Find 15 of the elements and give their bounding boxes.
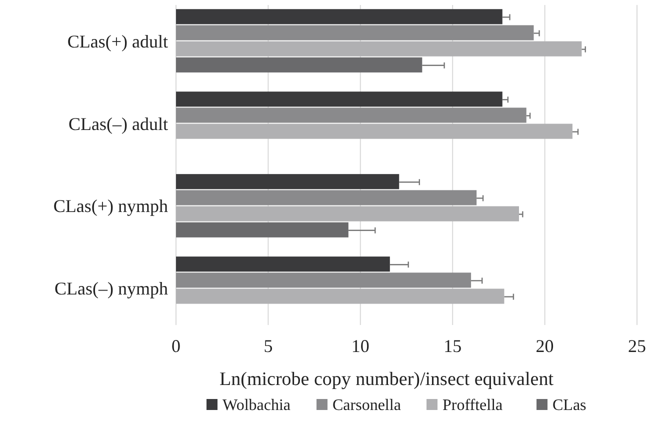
- y-tick-label: CLas(–) nymph: [54, 278, 168, 299]
- y-tick-label: CLas(+) nymph: [53, 196, 168, 216]
- x-tick-label: 5: [264, 336, 273, 356]
- y-tick-label: CLas(–) adult: [68, 114, 168, 134]
- x-tick-label: 25: [628, 336, 646, 356]
- y-tick-label: CLas(+) adult: [67, 31, 168, 52]
- legend-label: Carsonella: [332, 397, 401, 414]
- x-tick-label: 15: [444, 336, 462, 356]
- x-tick-label: 20: [536, 336, 554, 356]
- legend-label: Profftella: [442, 397, 503, 414]
- x-axis-title: Ln(microbe copy number)/insect equivalent: [220, 369, 554, 390]
- x-tick-label: 10: [351, 336, 370, 356]
- x-tick-label: 0: [172, 336, 180, 356]
- legend-label: Wolbachia: [222, 397, 291, 414]
- legend-label: CLas: [552, 397, 586, 414]
